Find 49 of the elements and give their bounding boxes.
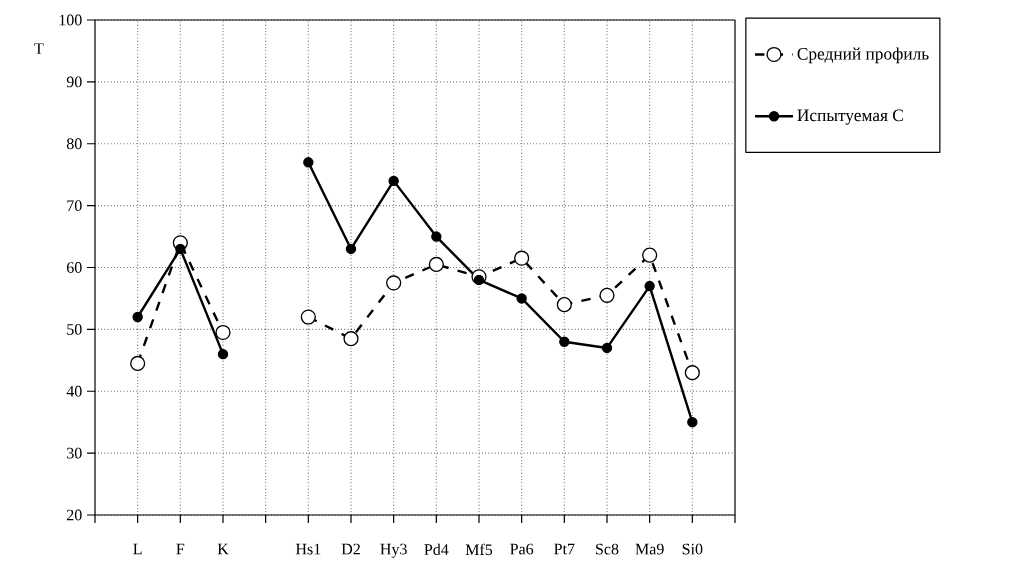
point <box>516 293 527 304</box>
point <box>175 243 186 255</box>
legend-label: Средний профиль <box>797 47 929 64</box>
y-axis-title: T <box>34 43 44 54</box>
y-tick-label: 60 <box>66 262 82 273</box>
point <box>132 311 143 323</box>
point <box>473 274 485 285</box>
point <box>684 365 700 381</box>
y-tick-label: 80 <box>66 138 82 150</box>
x-tick-label: Pd4 <box>424 543 449 555</box>
point <box>303 157 314 168</box>
x-tick-label: Pt7 <box>554 543 575 555</box>
point <box>388 175 399 186</box>
y-tick-label: 90 <box>66 76 82 88</box>
point <box>343 330 359 347</box>
x-tick-label: Hy3 <box>380 543 407 558</box>
y-tick-label: 20 <box>67 509 82 521</box>
point <box>345 243 357 255</box>
point <box>300 309 316 325</box>
y-tick-label: 40 <box>66 385 82 397</box>
y-tick-label: 50 <box>67 323 82 335</box>
legend-label: Испытуемая С <box>797 109 903 125</box>
point <box>217 348 229 360</box>
x-tick-label: Pa6 <box>510 543 534 555</box>
point <box>687 416 698 428</box>
y-tick-label: 70 <box>67 200 82 211</box>
point <box>642 247 658 263</box>
x-tick-label: Ma9 <box>635 543 664 555</box>
x-tick-label: Hs1 <box>295 543 321 555</box>
x-tick-label: Mf5 <box>465 543 493 556</box>
point <box>556 296 572 313</box>
point <box>514 250 530 266</box>
x-tick-label: D2 <box>341 543 360 555</box>
point <box>644 280 655 292</box>
point <box>431 231 442 242</box>
point <box>428 256 444 272</box>
point <box>130 355 146 371</box>
x-tick-label: F <box>176 543 185 555</box>
x-tick-label: Sc8 <box>596 543 619 555</box>
y-tick-label: 30 <box>67 447 82 459</box>
point <box>386 275 402 291</box>
point <box>601 342 613 354</box>
x-tick-label: K <box>217 543 229 555</box>
x-tick-label: L <box>133 543 142 555</box>
point <box>599 287 615 303</box>
point <box>559 336 570 347</box>
point <box>215 324 231 340</box>
y-tick-label: 100 <box>59 14 82 26</box>
x-tick-label: Si0 <box>682 543 703 555</box>
